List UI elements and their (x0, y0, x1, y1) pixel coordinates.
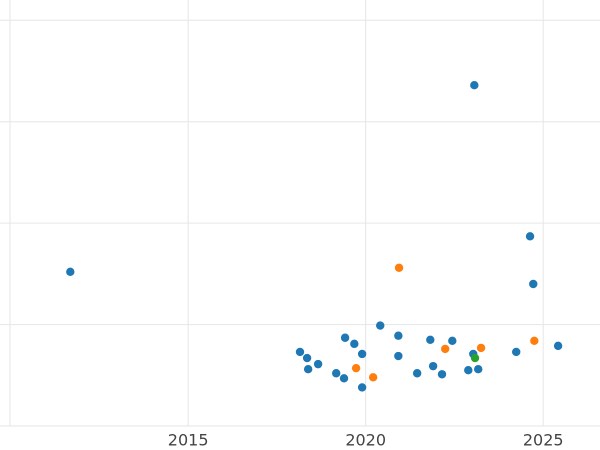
point (376, 321, 385, 330)
point (313, 359, 323, 369)
point (357, 383, 367, 392)
point (470, 81, 479, 90)
point (339, 374, 349, 383)
point (448, 336, 457, 345)
point (357, 349, 367, 359)
x-tick-label: 2025 (523, 431, 564, 450)
point (553, 341, 563, 351)
point (428, 361, 438, 371)
point (470, 353, 480, 363)
point (476, 343, 486, 353)
point (302, 353, 312, 363)
point (441, 344, 450, 354)
point (351, 363, 361, 373)
point (394, 263, 404, 272)
point (530, 336, 539, 345)
point (332, 369, 341, 378)
point (525, 232, 535, 241)
point (66, 267, 75, 277)
point (512, 347, 521, 357)
point (426, 335, 435, 344)
point (368, 373, 378, 382)
point (437, 370, 447, 379)
point (412, 369, 422, 378)
point (394, 331, 403, 340)
point (295, 347, 305, 357)
point (350, 339, 359, 349)
point (464, 366, 473, 375)
point (340, 333, 350, 342)
point (303, 365, 313, 374)
x-tick-label: 2015 (168, 431, 209, 450)
x-tick-label: 2020 (345, 431, 386, 450)
point (474, 365, 483, 374)
point (529, 279, 538, 289)
point (394, 351, 403, 361)
